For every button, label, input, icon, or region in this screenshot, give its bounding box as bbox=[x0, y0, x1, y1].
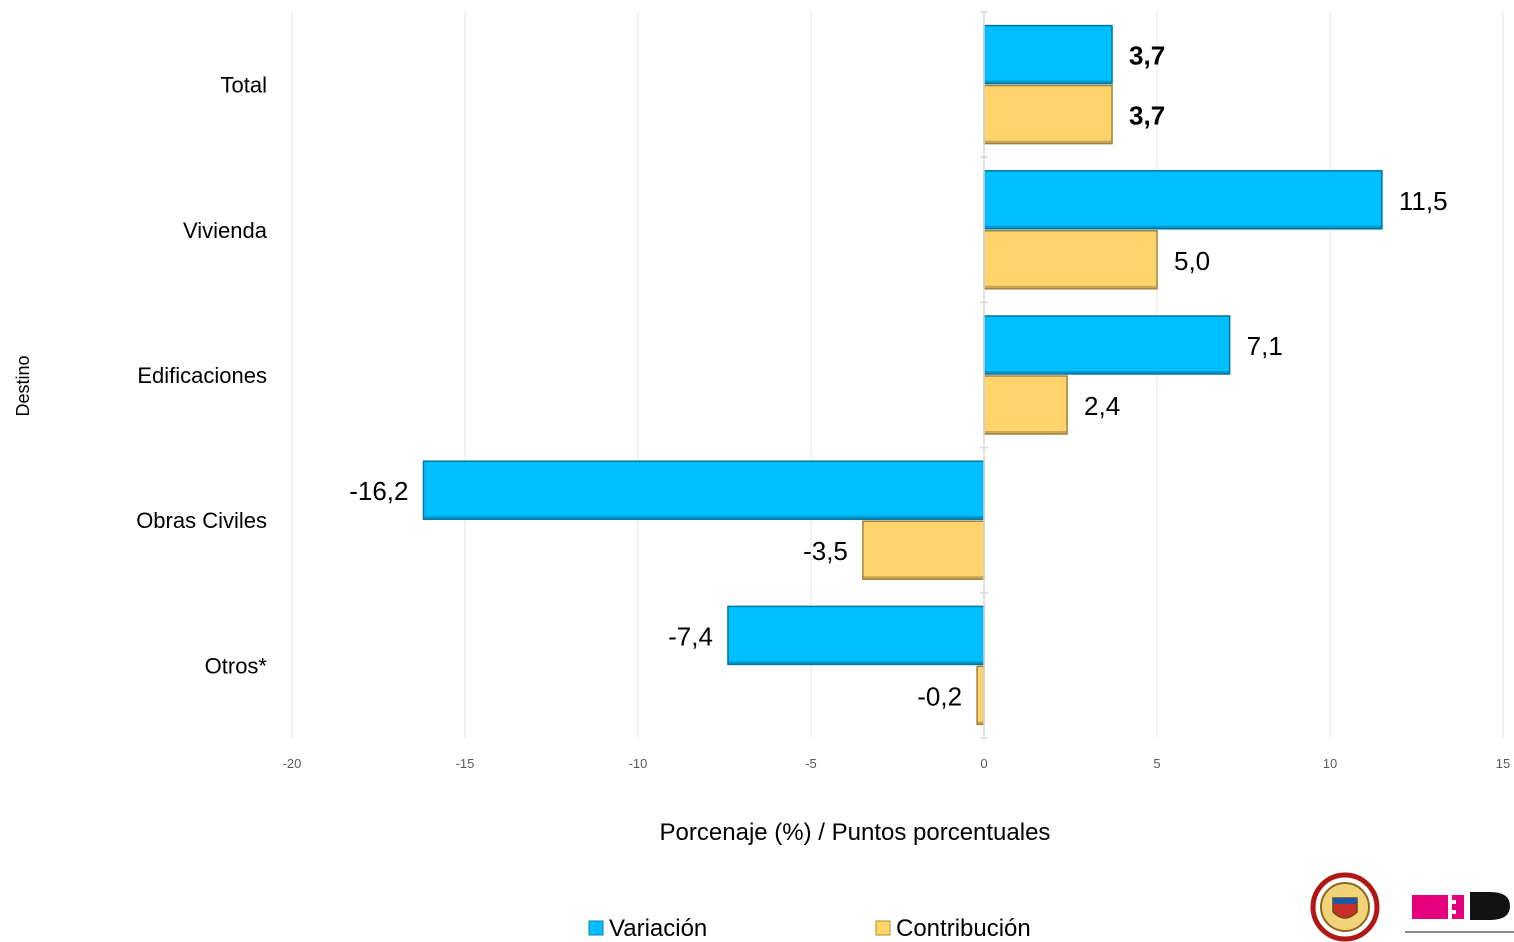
data-label: 3,7 bbox=[1129, 101, 1165, 131]
bar-shadow bbox=[984, 140, 1113, 144]
bar-variacion bbox=[983, 24, 1113, 85]
x-tick-label: -15 bbox=[456, 756, 475, 771]
bar-shadow bbox=[984, 285, 1157, 289]
zero-axis bbox=[980, 11, 988, 739]
colombia-seal-logo bbox=[1310, 872, 1380, 942]
data-label: 5,0 bbox=[1174, 246, 1210, 276]
bar-contribucion bbox=[983, 230, 1158, 290]
legend-swatch-contribucion bbox=[875, 920, 891, 936]
data-label: -3,5 bbox=[803, 536, 848, 566]
bar-shadow bbox=[984, 371, 1230, 374]
legend-label-variacion: Variación bbox=[609, 915, 707, 942]
data-label: -16,2 bbox=[349, 476, 408, 506]
bar-variacion bbox=[983, 170, 1383, 230]
gridlines bbox=[291, 12, 1504, 738]
x-tick-label: 10 bbox=[1323, 756, 1337, 771]
x-tick-label: 15 bbox=[1496, 756, 1510, 771]
x-tick-label: 0 bbox=[980, 756, 987, 771]
dane-logo bbox=[1405, 892, 1514, 933]
legend: Variación Contribución bbox=[588, 915, 1031, 942]
bar-contribucion bbox=[976, 665, 985, 726]
bar-variacion bbox=[727, 605, 985, 666]
x-tick-label: -20 bbox=[283, 756, 302, 771]
x-tick-label: -5 bbox=[805, 756, 817, 771]
category-label: Vivienda bbox=[183, 218, 268, 243]
category-labels: Total Vivienda Edificaciones Obras Civiles O… bbox=[136, 73, 268, 679]
bars bbox=[422, 24, 1383, 726]
data-label: -7,4 bbox=[668, 621, 713, 651]
bar-shadow bbox=[977, 721, 984, 725]
tick-labels: -20 -15 -10 -5 0 5 10 15 bbox=[283, 756, 1511, 771]
data-label: 7,1 bbox=[1247, 331, 1283, 361]
category-label: Obras Civiles bbox=[136, 508, 267, 533]
x-tick-label: 5 bbox=[1153, 756, 1160, 771]
category-label: Total bbox=[221, 73, 267, 98]
bar-contribucion bbox=[862, 520, 985, 580]
y-axis-title: Destino bbox=[13, 355, 33, 416]
data-label: -0,2 bbox=[917, 681, 962, 711]
bar-contribucion bbox=[983, 375, 1068, 435]
bar-shadow bbox=[423, 516, 985, 520]
data-label: 11,5 bbox=[1399, 186, 1448, 216]
bar-shadow bbox=[984, 80, 1113, 84]
x-axis-title: Porcenaje (%) / Puntos porcentuales bbox=[660, 819, 1051, 846]
category-label: Edificaciones bbox=[137, 363, 267, 388]
data-label: 2,4 bbox=[1084, 391, 1120, 421]
category-label: Otros* bbox=[205, 653, 268, 678]
bar-shadow bbox=[984, 431, 1068, 434]
legend-swatch-variacion bbox=[588, 920, 604, 936]
bar-shadow bbox=[984, 225, 1382, 229]
bar-contribucion bbox=[983, 84, 1113, 145]
bar-shadow bbox=[727, 661, 984, 665]
bar-shadow bbox=[862, 576, 984, 580]
data-label: 3,7 bbox=[1129, 41, 1165, 71]
x-tick-label: -10 bbox=[629, 756, 648, 771]
value-labels: 3,7 3,7 11,5 5,0 7,1 2,4 -16,2 -3,5 -7,4 -0,2 bbox=[349, 41, 1447, 712]
legend-label-contribucion: Contribución bbox=[896, 915, 1031, 942]
bar-variacion bbox=[422, 460, 985, 520]
bar-variacion bbox=[983, 315, 1231, 375]
